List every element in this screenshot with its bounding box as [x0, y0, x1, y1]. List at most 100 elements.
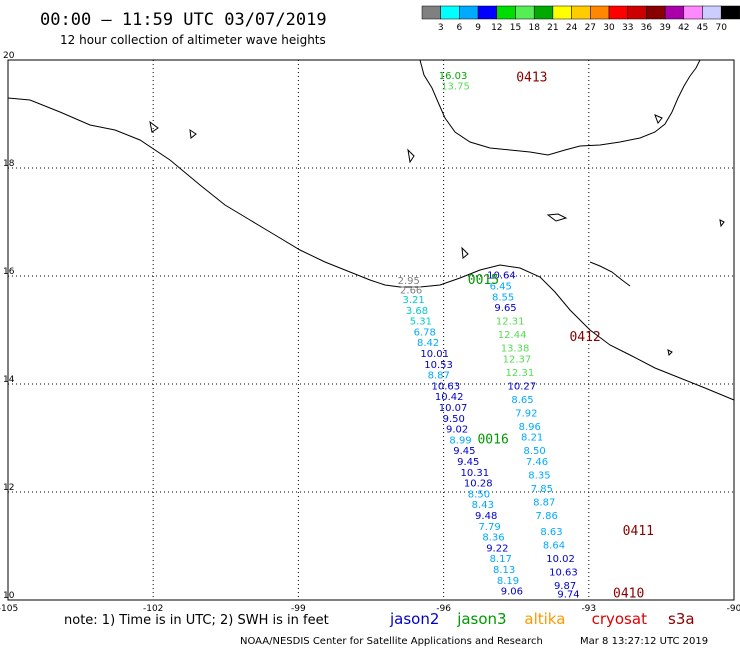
colorbar-label: 6: [457, 23, 463, 33]
colorbar-label: 70: [715, 23, 727, 33]
pass-label: 0412: [569, 330, 600, 345]
wave-height-value: 8.63: [540, 527, 562, 538]
colorbar-swatch: [477, 5, 498, 20]
colorbar-label: 39: [659, 23, 671, 33]
colorbar-label: 12: [491, 23, 502, 33]
satellite-legend-altika: altika: [524, 610, 565, 628]
wave-height-value: 8.87: [533, 498, 555, 509]
pass-label: 0410: [613, 586, 644, 601]
lat-tick-label: 18: [3, 159, 15, 169]
coastline: [7, 59, 735, 401]
wave-height-value: 2.66: [400, 285, 422, 296]
wave-height-value: 9.06: [501, 587, 523, 598]
wave-height-value: 3.21: [402, 295, 424, 306]
wave-height-value: 9.45: [457, 457, 479, 468]
wave-height-value: 10.64: [487, 271, 516, 282]
colorbar-label: 15: [510, 23, 521, 33]
wave-height-value: 9.65: [494, 303, 516, 314]
wave-height-value: 8.50: [523, 446, 545, 457]
colorbar-swatch: [664, 5, 685, 20]
colorbar-swatch: [702, 5, 722, 20]
colorbar-swatch: [683, 5, 703, 20]
colorbar-label: 42: [678, 23, 689, 33]
pass-labels: 0413 0015 0412 0016 0411 0410: [468, 71, 654, 602]
wave-height-value: 8.96: [519, 422, 541, 433]
wave-height-value: 10.63: [549, 568, 578, 579]
colorbar-swatch: [515, 5, 535, 20]
wave-height-value: 2.95: [398, 276, 420, 287]
wave-height-value: 6.45: [490, 282, 512, 293]
credit-line: NOAA/NESDIS Center for Satellite Applica…: [240, 636, 543, 647]
colorbar-swatch: [646, 5, 666, 20]
wave-height-value: 7.79: [478, 522, 500, 533]
lon-tick-label: -102: [143, 604, 163, 614]
wave-height-value: 9.02: [446, 425, 468, 436]
satellite-legend-s3a: s3a: [668, 610, 695, 628]
lat-tick-label: 10: [3, 591, 15, 601]
wave-height-value: 8.19: [497, 576, 519, 587]
map-frame: [7, 59, 735, 601]
wave-height-value: 8.13: [493, 565, 515, 576]
lon-tick-label: -96: [436, 604, 451, 614]
pass-label: 0016: [477, 432, 508, 447]
pass-label: 0413: [516, 71, 547, 86]
wave-height-value: 7.86: [536, 511, 558, 522]
lat-tick-label: 14: [3, 375, 15, 385]
wave-height-value: 16.03: [439, 71, 468, 82]
colorbar-label: 3: [438, 23, 444, 33]
wave-height-value: 12.31: [506, 368, 535, 379]
colorbar-swatch: [459, 5, 479, 20]
colorbar-label: 36: [641, 23, 653, 33]
wave-height-value: 8.65: [511, 395, 533, 406]
wave-height-value: 9.48: [475, 511, 497, 522]
wave-height-value: 8.21: [521, 433, 543, 444]
map-subtitle: 12 hour collection of altimeter wave hei…: [60, 33, 326, 47]
wave-height-value: 10.31: [461, 468, 490, 479]
lon-tick-label: -90: [727, 604, 740, 614]
wave-height-value: 8.35: [528, 471, 550, 482]
wave-height-value: 12.44: [498, 330, 527, 341]
wave-height-value: 10.01: [420, 349, 449, 360]
lat-tick-label: 12: [3, 483, 14, 493]
wave-height-value: 5.31: [410, 317, 432, 328]
colorbar-swatch: [533, 5, 554, 20]
wave-height-value: 7.46: [526, 457, 548, 468]
wave-height-value: 9.74: [557, 589, 579, 600]
lon-tick-label: -99: [291, 604, 306, 614]
wave-height-value: 10.53: [424, 360, 453, 371]
colorbar-swatch: [627, 5, 647, 20]
wave-height-value: 10.27: [507, 381, 536, 392]
wave-height-value: 8.17: [490, 554, 512, 565]
wave-height-value: 7.92: [515, 408, 537, 419]
colorbar-swatch: [571, 5, 591, 20]
colorbar-label: 18: [528, 23, 540, 33]
colorbar-swatch: [590, 5, 610, 20]
colorbar-swatch: [720, 5, 740, 20]
satellite-legend-jason3: jason3: [456, 610, 506, 628]
colorbar-swatch: [496, 5, 516, 20]
wave-height-value: 8.36: [482, 533, 504, 544]
wave-height-value: 8.50: [468, 489, 490, 500]
wave-height-value: 6.78: [414, 327, 436, 338]
colorbar-label: 30: [603, 23, 615, 33]
colorbar-label: 21: [547, 23, 558, 33]
wave-height-value: 10.42: [435, 392, 464, 403]
lon-tick-label: -93: [581, 604, 596, 614]
wave-height-value: 10.28: [464, 479, 493, 490]
wave-height-value: 3.68: [406, 306, 428, 317]
wave-height-value: 8.64: [543, 541, 565, 552]
wave-height-value: 8.99: [449, 435, 471, 446]
wave-height-value: 10.63: [432, 381, 461, 392]
lat-tick-label: 16: [3, 267, 15, 277]
colorbar-label: 45: [697, 23, 708, 33]
wave-height-value: 10.07: [439, 403, 468, 414]
colorbar-swatch: [421, 5, 441, 20]
lon-tick-label: -105: [0, 604, 18, 614]
wave-height-value: 10.02: [546, 554, 575, 565]
colorbar-swatch: [608, 5, 628, 20]
wave-height-value: 9.87: [554, 581, 576, 592]
satellite-legend-jason2: jason2: [389, 610, 439, 628]
colorbar-label: 24: [566, 23, 578, 33]
